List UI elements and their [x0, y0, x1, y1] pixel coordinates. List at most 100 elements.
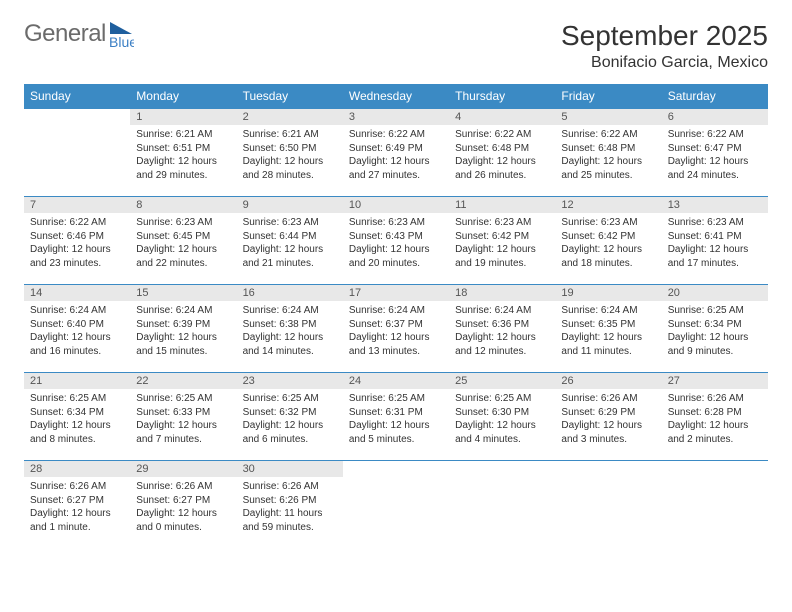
sunset-text: Sunset: 6:41 PM: [668, 230, 762, 244]
calendar-table: Sunday Monday Tuesday Wednesday Thursday…: [24, 84, 768, 548]
day-number-cell: 5: [555, 109, 661, 126]
daylight-text-2: and 15 minutes.: [136, 345, 230, 359]
sunset-text: Sunset: 6:46 PM: [30, 230, 124, 244]
weekday-header: Monday: [130, 84, 236, 109]
daylight-text-2: and 5 minutes.: [349, 433, 443, 447]
day-content-cell: Sunrise: 6:24 AMSunset: 6:37 PMDaylight:…: [343, 301, 449, 373]
sunset-text: Sunset: 6:35 PM: [561, 318, 655, 332]
sunrise-text: Sunrise: 6:22 AM: [349, 128, 443, 142]
daylight-text-1: Daylight: 12 hours: [561, 243, 655, 257]
daylight-text-2: and 16 minutes.: [30, 345, 124, 359]
day-number-cell: [662, 461, 768, 478]
day-number-cell: 27: [662, 373, 768, 390]
day-content-cell: Sunrise: 6:21 AMSunset: 6:51 PMDaylight:…: [130, 125, 236, 197]
sunrise-text: Sunrise: 6:24 AM: [136, 304, 230, 318]
daylight-text-1: Daylight: 12 hours: [136, 331, 230, 345]
day-content-cell: Sunrise: 6:23 AMSunset: 6:43 PMDaylight:…: [343, 213, 449, 285]
daylight-text-2: and 26 minutes.: [455, 169, 549, 183]
sunrise-text: Sunrise: 6:22 AM: [30, 216, 124, 230]
daylight-text-1: Daylight: 12 hours: [455, 419, 549, 433]
sunrise-text: Sunrise: 6:22 AM: [455, 128, 549, 142]
sunset-text: Sunset: 6:47 PM: [668, 142, 762, 156]
daylight-text-2: and 13 minutes.: [349, 345, 443, 359]
sunset-text: Sunset: 6:48 PM: [455, 142, 549, 156]
sunset-text: Sunset: 6:30 PM: [455, 406, 549, 420]
sunrise-text: Sunrise: 6:24 AM: [349, 304, 443, 318]
day-number-cell: [24, 109, 130, 126]
day-content-cell: Sunrise: 6:25 AMSunset: 6:34 PMDaylight:…: [24, 389, 130, 461]
day-number-cell: 24: [343, 373, 449, 390]
sunrise-text: Sunrise: 6:23 AM: [349, 216, 443, 230]
day-content-row: Sunrise: 6:24 AMSunset: 6:40 PMDaylight:…: [24, 301, 768, 373]
page-header: General Blue September 2025 Bonifacio Ga…: [24, 20, 768, 72]
day-content-cell: Sunrise: 6:25 AMSunset: 6:31 PMDaylight:…: [343, 389, 449, 461]
sunrise-text: Sunrise: 6:24 AM: [561, 304, 655, 318]
day-content-cell: Sunrise: 6:26 AMSunset: 6:26 PMDaylight:…: [237, 477, 343, 548]
day-number-cell: [343, 461, 449, 478]
sunrise-text: Sunrise: 6:25 AM: [136, 392, 230, 406]
day-content-cell: Sunrise: 6:25 AMSunset: 6:32 PMDaylight:…: [237, 389, 343, 461]
day-number-cell: 13: [662, 197, 768, 214]
daylight-text-2: and 27 minutes.: [349, 169, 443, 183]
day-number-row: 123456: [24, 109, 768, 126]
daylight-text-1: Daylight: 12 hours: [349, 419, 443, 433]
day-content-cell: [24, 125, 130, 197]
sunrise-text: Sunrise: 6:21 AM: [136, 128, 230, 142]
daylight-text-2: and 8 minutes.: [30, 433, 124, 447]
sunset-text: Sunset: 6:36 PM: [455, 318, 549, 332]
day-number-cell: 8: [130, 197, 236, 214]
day-number-cell: 6: [662, 109, 768, 126]
sunset-text: Sunset: 6:34 PM: [668, 318, 762, 332]
sunrise-text: Sunrise: 6:26 AM: [30, 480, 124, 494]
daylight-text-1: Daylight: 12 hours: [668, 243, 762, 257]
sunrise-text: Sunrise: 6:25 AM: [349, 392, 443, 406]
day-number-cell: 26: [555, 373, 661, 390]
day-number-row: 78910111213: [24, 197, 768, 214]
sunset-text: Sunset: 6:44 PM: [243, 230, 337, 244]
day-number-cell: 20: [662, 285, 768, 302]
daylight-text-2: and 20 minutes.: [349, 257, 443, 271]
day-number-row: 21222324252627: [24, 373, 768, 390]
day-number-cell: 15: [130, 285, 236, 302]
daylight-text-2: and 21 minutes.: [243, 257, 337, 271]
day-content-row: Sunrise: 6:26 AMSunset: 6:27 PMDaylight:…: [24, 477, 768, 548]
daylight-text-1: Daylight: 12 hours: [455, 331, 549, 345]
day-content-row: Sunrise: 6:21 AMSunset: 6:51 PMDaylight:…: [24, 125, 768, 197]
logo-triangle-icon: Blue: [108, 20, 134, 53]
day-content-cell: Sunrise: 6:21 AMSunset: 6:50 PMDaylight:…: [237, 125, 343, 197]
day-number-row: 14151617181920: [24, 285, 768, 302]
daylight-text-1: Daylight: 12 hours: [561, 331, 655, 345]
title-block: September 2025 Bonifacio Garcia, Mexico: [561, 20, 768, 72]
day-number-cell: 17: [343, 285, 449, 302]
sunset-text: Sunset: 6:37 PM: [349, 318, 443, 332]
sunrise-text: Sunrise: 6:22 AM: [668, 128, 762, 142]
sunrise-text: Sunrise: 6:25 AM: [455, 392, 549, 406]
sunrise-text: Sunrise: 6:25 AM: [30, 392, 124, 406]
daylight-text-2: and 24 minutes.: [668, 169, 762, 183]
daylight-text-1: Daylight: 12 hours: [30, 331, 124, 345]
logo-text-general: General: [24, 20, 106, 48]
day-number-cell: 25: [449, 373, 555, 390]
day-content-cell: Sunrise: 6:22 AMSunset: 6:48 PMDaylight:…: [555, 125, 661, 197]
daylight-text-1: Daylight: 12 hours: [136, 243, 230, 257]
day-content-cell: Sunrise: 6:26 AMSunset: 6:28 PMDaylight:…: [662, 389, 768, 461]
sunrise-text: Sunrise: 6:26 AM: [668, 392, 762, 406]
day-number-cell: 18: [449, 285, 555, 302]
day-content-cell: Sunrise: 6:22 AMSunset: 6:47 PMDaylight:…: [662, 125, 768, 197]
sunset-text: Sunset: 6:43 PM: [349, 230, 443, 244]
daylight-text-1: Daylight: 12 hours: [349, 243, 443, 257]
daylight-text-1: Daylight: 12 hours: [668, 331, 762, 345]
day-content-cell: Sunrise: 6:25 AMSunset: 6:33 PMDaylight:…: [130, 389, 236, 461]
daylight-text-1: Daylight: 12 hours: [349, 155, 443, 169]
sunset-text: Sunset: 6:50 PM: [243, 142, 337, 156]
title-month: September 2025: [561, 20, 768, 52]
daylight-text-2: and 3 minutes.: [561, 433, 655, 447]
day-content-cell: Sunrise: 6:23 AMSunset: 6:45 PMDaylight:…: [130, 213, 236, 285]
sunset-text: Sunset: 6:45 PM: [136, 230, 230, 244]
daylight-text-1: Daylight: 12 hours: [136, 419, 230, 433]
day-number-cell: 22: [130, 373, 236, 390]
daylight-text-2: and 18 minutes.: [561, 257, 655, 271]
sunset-text: Sunset: 6:42 PM: [455, 230, 549, 244]
day-number-cell: 3: [343, 109, 449, 126]
day-content-cell: Sunrise: 6:23 AMSunset: 6:41 PMDaylight:…: [662, 213, 768, 285]
